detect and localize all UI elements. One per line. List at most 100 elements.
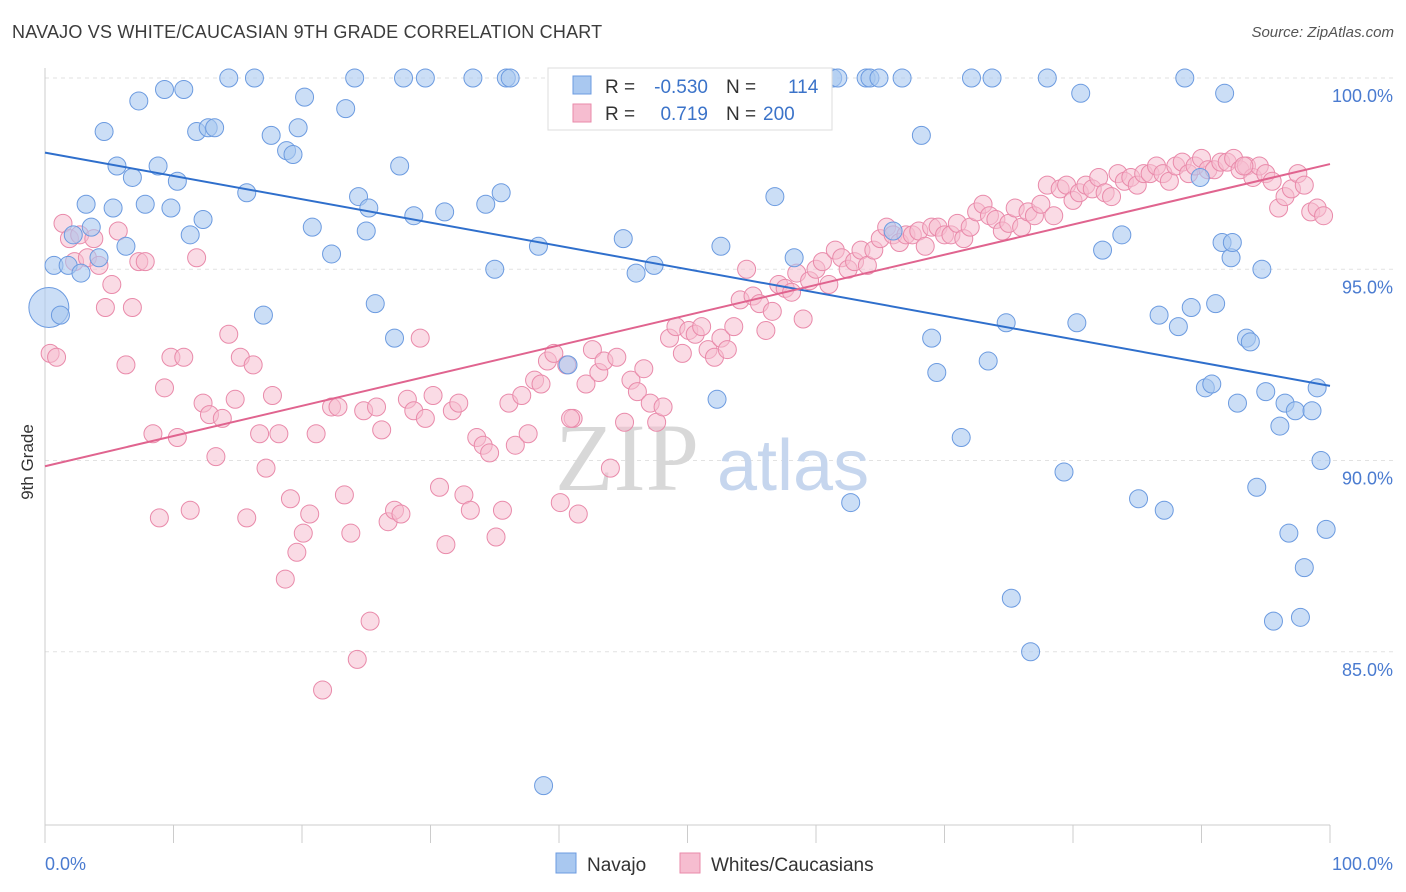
navajo-point-18 (161, 198, 181, 218)
x-tick-label-0: 0.0% (45, 854, 86, 874)
chart-title: NAVAJO VS WHITE/CAUCASIAN 9TH GRADE CORR… (12, 22, 603, 42)
navajo-point-46 (404, 206, 424, 226)
y-tick-label-2: 95.0% (1342, 277, 1393, 297)
navajo-point-72 (892, 68, 912, 88)
white-point-196 (1294, 175, 1314, 195)
navajo-point-113 (1285, 401, 1305, 421)
navajo-point-112 (1279, 523, 1299, 543)
source-credit: Source: ZipAtlas.com (1251, 24, 1394, 41)
navajo-point-49 (463, 68, 483, 88)
white-point-79 (544, 343, 564, 363)
navajo-point-35 (302, 217, 322, 237)
legend-swatch-navajo (572, 75, 592, 95)
axes (44, 68, 1331, 843)
navajo-point-12 (116, 236, 136, 256)
white-point-17 (149, 508, 169, 528)
navajo-point-97 (1202, 374, 1222, 394)
navajo-point-20 (174, 79, 194, 99)
navajo-point-85 (1067, 313, 1087, 333)
white-point-16 (143, 424, 163, 444)
legend-n-value-1: 114 (788, 77, 819, 98)
white-point-29 (225, 389, 245, 409)
white-point-75 (518, 424, 538, 444)
white-point-35 (262, 385, 282, 405)
white-point-58 (410, 328, 430, 348)
white-point-93 (634, 359, 654, 379)
navajo-point-109 (1263, 611, 1283, 631)
navajo-point-5 (71, 263, 91, 283)
navajo-point-64 (784, 248, 804, 268)
white-point-31 (237, 508, 257, 528)
navajo-point-81 (1001, 588, 1021, 608)
white-point-71 (492, 500, 512, 520)
navajo-point-110 (1270, 416, 1290, 436)
white-point-107 (724, 317, 744, 337)
navajo-point-33 (288, 118, 308, 138)
white-point-122 (819, 275, 839, 295)
navajo-point-58 (613, 229, 633, 249)
white-point-157 (1044, 206, 1064, 226)
y-tick-label-1: 90.0% (1342, 469, 1393, 489)
white-point-118 (793, 309, 813, 329)
white-point-34 (256, 458, 276, 478)
trend-lines (44, 151, 1331, 468)
white-point-32 (243, 355, 263, 375)
white-point-13 (122, 298, 142, 317)
legend-n-value-2: 200 (763, 104, 795, 125)
white-point-50 (360, 611, 380, 631)
white-point-42 (306, 424, 326, 444)
navajo-point-27 (237, 183, 257, 203)
x-tick-label-1: 100.0% (1332, 854, 1393, 874)
white-point-92 (627, 382, 647, 402)
white-point-36 (269, 424, 289, 444)
white-point-64 (449, 393, 469, 413)
white-point-39 (287, 542, 307, 562)
navajo-point-86 (1071, 83, 1091, 103)
navajo-point-57 (558, 355, 578, 375)
navajo-point-106 (1247, 477, 1267, 497)
navajo-point-21 (180, 225, 200, 245)
navajo-point-108 (1256, 382, 1276, 402)
white-point-80 (550, 493, 570, 513)
navajo-point-40 (356, 221, 376, 241)
navajo-point-102 (1222, 232, 1242, 252)
white-point-113 (762, 301, 782, 321)
navajo-point-34 (295, 87, 315, 107)
white-point-77 (531, 374, 551, 394)
legend-n-label-1: N = (726, 77, 756, 98)
navajo-point-41 (359, 198, 379, 218)
white-point-69 (480, 443, 500, 463)
white-point-96 (653, 397, 673, 417)
white-point-201 (561, 408, 581, 428)
white-point-70 (486, 527, 506, 547)
navajo-point-100 (1215, 83, 1235, 103)
navajo-point-8 (89, 248, 109, 268)
white-point-43 (313, 680, 333, 700)
white-point-137 (915, 236, 935, 256)
white-point-60 (423, 385, 443, 405)
legend-r-value-1: -0.530 (654, 77, 708, 98)
white-point-74 (512, 385, 532, 405)
navajo-point-76 (951, 428, 971, 448)
white-point-11 (108, 221, 128, 241)
bottom-legend-white: Whites/Caucasians (711, 855, 874, 876)
navajo-point-63 (765, 187, 785, 207)
navajo-point-2 (50, 305, 70, 325)
navajo-point-59 (626, 263, 646, 283)
navajo-point-14 (129, 91, 149, 111)
navajo-point-83 (1037, 68, 1057, 88)
navajo-point-50 (476, 194, 496, 214)
navajo-point-43 (385, 328, 405, 348)
navajo-point-70 (869, 68, 889, 88)
white-point-90 (615, 412, 635, 432)
white-point-191 (1262, 171, 1282, 191)
white-point-12 (116, 355, 136, 375)
white-point-26 (206, 447, 226, 467)
white-point-21 (174, 347, 194, 367)
navajo-point-25 (205, 118, 225, 138)
series-whites-points (40, 148, 1334, 700)
y-axis-label: 9th Grade (18, 424, 37, 500)
white-point-155 (1031, 194, 1051, 214)
navajo-point-118 (1311, 451, 1331, 470)
